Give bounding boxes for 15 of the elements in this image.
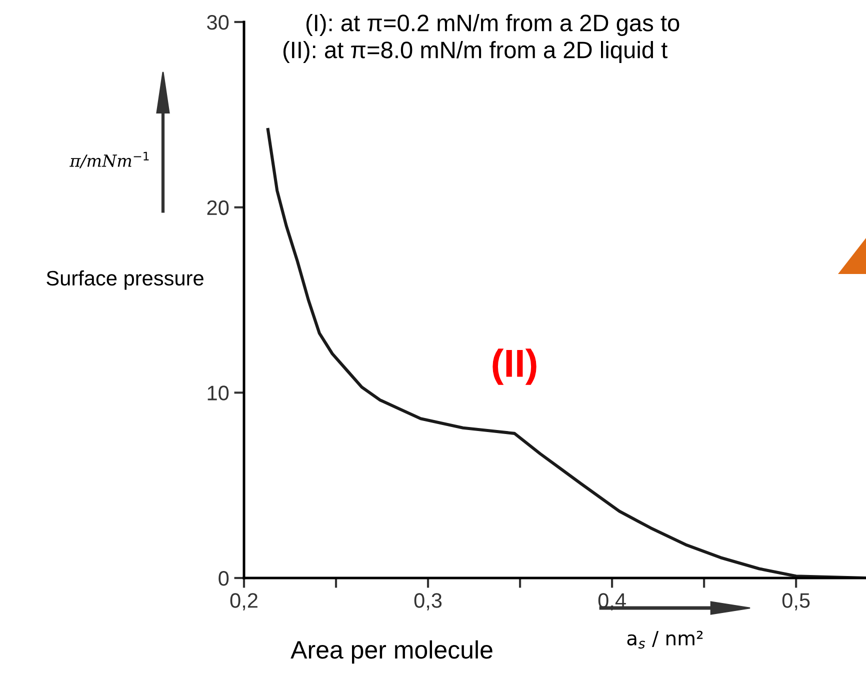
text: (II): at π=8.0 mN/m from a 2D liquid t xyxy=(283,40,668,64)
x-tick-label: 0,3 xyxy=(414,593,442,610)
y-tick-label: 0 xyxy=(218,571,229,586)
annotation: (II) xyxy=(492,348,536,385)
text: Area per molecule xyxy=(290,640,492,664)
line-series xyxy=(266,128,866,578)
y-axis-title: π/mNm$^{−1}$ xyxy=(70,152,149,168)
y-tick-label: 10 xyxy=(208,386,229,400)
x-tick-label: 0,5 xyxy=(782,593,810,610)
y-tick-label: 30 xyxy=(207,15,229,30)
x-axis-title: a$_{s}$ / nm² xyxy=(627,630,703,649)
y-tick-label: 20 xyxy=(207,200,229,216)
chart-title: (I): at π=0.2 mN/m from a 2D gas to xyxy=(306,14,680,36)
text: Surface pressure xyxy=(46,270,204,290)
x-tick-label: 0,2 xyxy=(230,593,258,610)
